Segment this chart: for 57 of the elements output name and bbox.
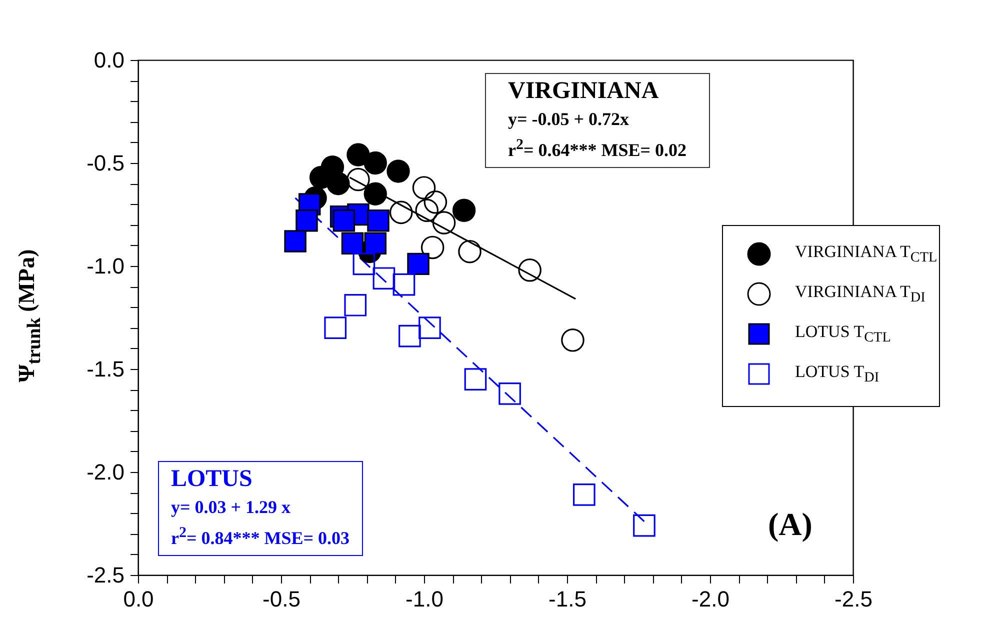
- point: [326, 172, 350, 196]
- y-tick-label: -1.0: [86, 254, 124, 278]
- point: [518, 258, 542, 282]
- y-tick-label: -2.0: [86, 460, 124, 484]
- y-tick-label: 0.0: [94, 48, 124, 72]
- point: [412, 176, 436, 200]
- point: [398, 324, 421, 348]
- point: [389, 200, 413, 224]
- legend-label: VIRGINIANA T$_{CTL}$: [795, 242, 938, 266]
- point: [407, 252, 430, 276]
- point: [364, 151, 387, 175]
- legend-label: LOTUS T$_{DI}$: [795, 362, 880, 386]
- point: [372, 267, 396, 290]
- point: [296, 210, 318, 232]
- point: [633, 514, 656, 537]
- annotation: r$^{2}$= 0.64*** MSE= 0.02: [508, 136, 687, 162]
- point: [418, 316, 441, 339]
- point: [364, 232, 386, 254]
- point: [458, 240, 482, 264]
- point: [572, 483, 596, 506]
- point: [344, 294, 367, 316]
- point: [346, 143, 370, 166]
- point: [364, 182, 387, 206]
- x-tick-label: -2.5: [834, 586, 872, 612]
- y-tick-label: -0.5: [86, 150, 124, 176]
- point: [367, 210, 390, 232]
- annotation: LOTUS: [171, 465, 254, 494]
- point: [341, 232, 364, 254]
- annotation: y= -0.05 + 0.72x: [508, 108, 630, 131]
- point: [432, 211, 456, 234]
- point: [386, 160, 410, 183]
- point: [561, 328, 584, 352]
- annotation: (A): [768, 506, 812, 543]
- point: [415, 198, 438, 222]
- point: [352, 252, 376, 276]
- annotation: r$^{2}$= 0.84*** MSE= 0.03: [171, 524, 350, 550]
- x-tick-label: -1.0: [406, 586, 444, 612]
- x-tick-label: -0.5: [262, 586, 300, 612]
- point: [452, 198, 476, 222]
- x-tick-label: -1.5: [548, 586, 586, 612]
- point: [464, 368, 487, 390]
- point: [346, 168, 370, 192]
- annotation: VIRGINIANA: [508, 77, 660, 106]
- point: [332, 210, 356, 232]
- point: [424, 190, 448, 214]
- point: [284, 230, 306, 252]
- x-tick-label: 0.0: [123, 586, 154, 612]
- x-tick-label: -2.0: [692, 586, 730, 612]
- point: [420, 236, 444, 260]
- legend-label: LOTUS T$_{CTL}$: [795, 322, 891, 346]
- y-tick-label: -1.5: [86, 356, 124, 382]
- legend-label: VIRGINIANA T$_{DI}$: [795, 282, 926, 306]
- point: [498, 382, 521, 405]
- point: [324, 316, 347, 339]
- point: [392, 273, 416, 296]
- y-tick-label: -2.5: [86, 562, 124, 588]
- annotation: y= 0.03 + 1.29 x: [171, 496, 292, 519]
